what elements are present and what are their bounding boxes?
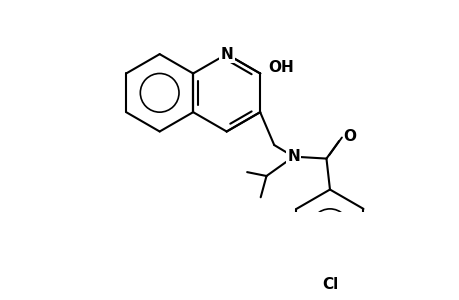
Text: N: N	[220, 46, 233, 62]
Text: O: O	[342, 129, 356, 144]
Text: Cl: Cl	[321, 278, 337, 292]
Text: N: N	[286, 149, 299, 164]
Text: OH: OH	[268, 60, 294, 75]
